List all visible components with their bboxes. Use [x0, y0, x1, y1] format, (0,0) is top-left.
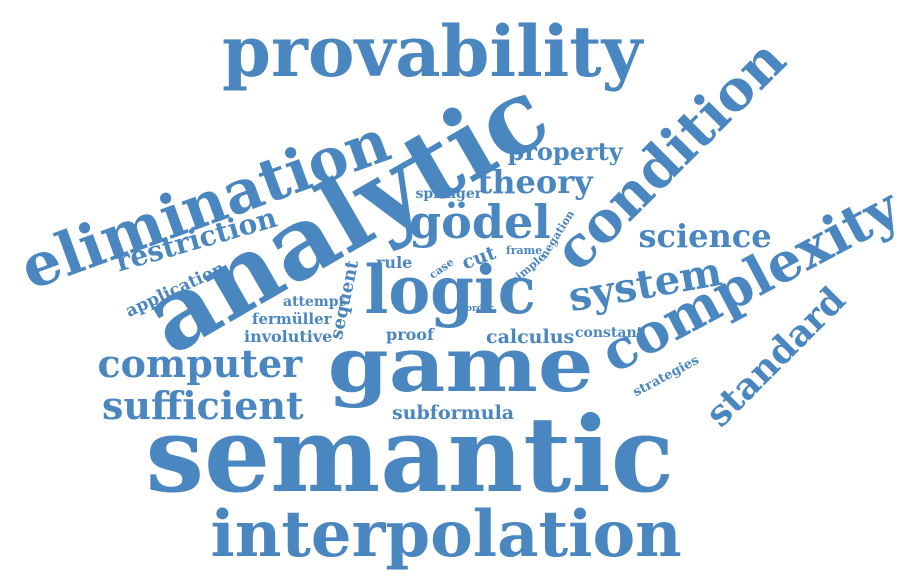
word-springer: springer: [415, 186, 483, 202]
word-interpolation: interpolation: [210, 497, 682, 572]
word-computer: computer: [97, 341, 303, 386]
word-order: order: [466, 303, 494, 314]
word-rule: rule: [376, 253, 413, 272]
word-provability: provability: [222, 10, 643, 93]
word-frame: frame: [506, 243, 543, 257]
word-game: game: [327, 320, 593, 409]
word-involutive: involutive: [244, 327, 333, 346]
word-constant: constant: [575, 325, 644, 341]
word-godel: gödel: [409, 195, 551, 249]
word-attempt: attempt: [283, 294, 345, 310]
word-science: science: [638, 217, 772, 255]
word-proof: proof: [386, 325, 434, 344]
word-fermuller: fermüller: [252, 309, 332, 328]
word-semantic: semantic: [145, 393, 675, 516]
word-subformula: subformula: [392, 401, 515, 424]
word-theory: theory: [477, 163, 593, 201]
word-property: property: [507, 137, 623, 166]
word-logic: logic: [364, 251, 536, 329]
word-calculus: calculus: [486, 325, 575, 348]
word-sufficient: sufficient: [102, 383, 304, 428]
